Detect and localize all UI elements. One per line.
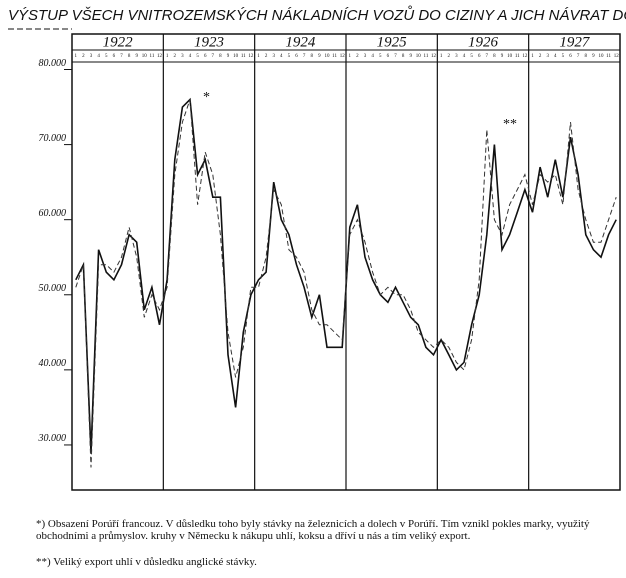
month-label: 12 [431, 54, 437, 59]
footnote: *) Obsazení Porúří francouz. V důsledku … [36, 518, 590, 542]
year-label: 1922 [103, 34, 134, 50]
month-label: 2 [174, 54, 177, 59]
month-label: 10 [324, 54, 330, 59]
month-label: 10 [142, 54, 148, 59]
month-label: 7 [394, 54, 397, 59]
month-label: 2 [356, 54, 359, 59]
month-label: 8 [402, 54, 405, 59]
month-label: 4 [463, 54, 466, 59]
month-label: 3 [272, 54, 275, 59]
month-label: 10 [416, 54, 422, 59]
month-label: 6 [478, 54, 481, 59]
annotation: ** [503, 117, 517, 132]
month-label: 5 [470, 54, 473, 59]
month-label: 7 [212, 54, 215, 59]
month-label: 9 [135, 54, 138, 59]
y-tick-label: 70.000 [39, 133, 67, 144]
y-tick-label: 80.000 [39, 58, 67, 69]
month-label: 9 [409, 54, 412, 59]
month-label: 6 [113, 54, 116, 59]
month-label: 9 [318, 54, 321, 59]
month-label: 7 [486, 54, 489, 59]
month-label: 11 [424, 54, 429, 59]
month-label: 4 [554, 54, 557, 59]
month-label: 3 [90, 54, 93, 59]
month-label: 11 [150, 54, 155, 59]
month-label: 11 [606, 54, 611, 59]
month-label: 2 [265, 54, 268, 59]
month-label: 3 [455, 54, 458, 59]
month-label: 1 [257, 54, 260, 59]
month-label: 10 [233, 54, 239, 59]
month-label: 6 [295, 54, 298, 59]
month-label: 3 [546, 54, 549, 59]
month-label: 9 [227, 54, 230, 59]
month-label: 10 [598, 54, 604, 59]
y-tick-label: 60.000 [39, 208, 67, 219]
y-tick-label: 50.000 [39, 283, 67, 294]
month-label: 1 [349, 54, 352, 59]
y-tick-label: 30.000 [38, 433, 67, 444]
year-label: 1926 [468, 34, 499, 50]
month-label: 4 [371, 54, 374, 59]
month-label: 11 [332, 54, 337, 59]
month-label: 8 [219, 54, 222, 59]
year-label: 1927 [559, 34, 591, 50]
year-label: 1924 [285, 34, 316, 50]
month-label: 5 [288, 54, 291, 59]
footnote: **) Veliký export uhlí v důsledku anglic… [36, 556, 257, 568]
month-label: 7 [120, 54, 123, 59]
month-label: 8 [493, 54, 496, 59]
month-label: 2 [82, 54, 85, 59]
month-label: 1 [75, 54, 78, 59]
month-label: 10 [507, 54, 513, 59]
chart-title: VÝSTUP VŠECH VNITROZEMSKÝCH NÁKLADNÍCH V… [8, 5, 626, 24]
month-label: 6 [387, 54, 390, 59]
month-label: 5 [562, 54, 565, 59]
month-label: 3 [364, 54, 367, 59]
month-label: 8 [585, 54, 588, 59]
month-label: 12 [614, 54, 620, 59]
month-label: 5 [105, 54, 108, 59]
month-label: 3 [181, 54, 184, 59]
year-label: 1923 [194, 34, 224, 50]
month-label: 12 [340, 54, 346, 59]
month-label: 1 [531, 54, 534, 59]
month-label: 9 [501, 54, 504, 59]
y-tick-label: 40.000 [39, 358, 67, 369]
month-label: 6 [204, 54, 207, 59]
month-label: 8 [128, 54, 131, 59]
year-label: 1925 [377, 34, 408, 50]
month-label: 4 [189, 54, 192, 59]
annotation: * [203, 90, 210, 105]
month-label: 4 [280, 54, 283, 59]
month-label: 4 [97, 54, 100, 59]
month-label: 7 [577, 54, 580, 59]
series-line [75, 99, 617, 468]
month-label: 1 [166, 54, 169, 59]
month-label: 7 [303, 54, 306, 59]
month-label: 12 [522, 54, 528, 59]
month-label: 2 [448, 54, 451, 59]
month-label: 5 [196, 54, 199, 59]
month-label: 11 [241, 54, 246, 59]
month-label: 11 [515, 54, 520, 59]
month-label: 2 [539, 54, 542, 59]
month-label: 1 [440, 54, 443, 59]
month-label: 5 [379, 54, 382, 59]
chart: VÝSTUP VŠECH VNITROZEMSKÝCH NÁKLADNÍCH V… [8, 5, 626, 491]
month-label: 6 [569, 54, 572, 59]
month-label: 8 [311, 54, 314, 59]
month-label: 12 [248, 54, 254, 59]
month-label: 9 [592, 54, 595, 59]
month-label: 12 [157, 54, 163, 59]
series-line [75, 97, 617, 453]
